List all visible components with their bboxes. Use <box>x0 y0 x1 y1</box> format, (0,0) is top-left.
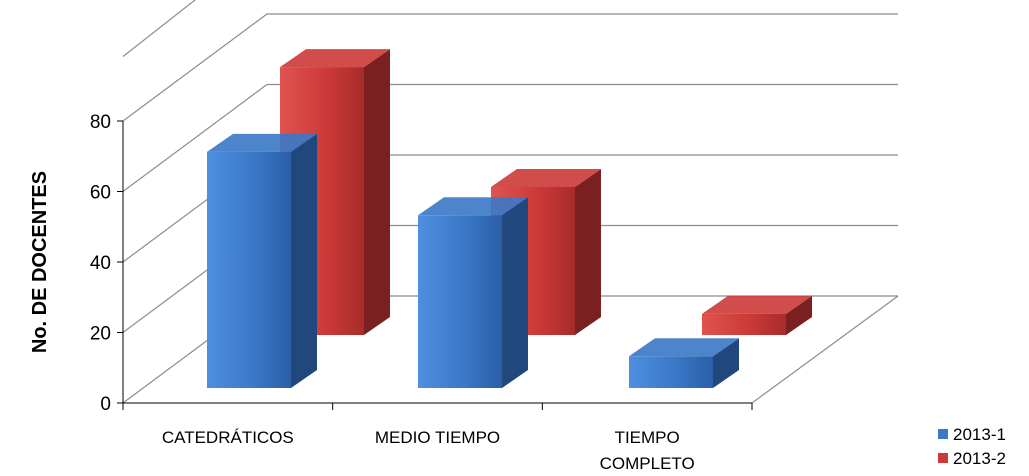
x-category-label-2: TIEMPO COMPLETO <box>600 428 695 473</box>
y-tick-label-2: 40 <box>90 253 111 274</box>
legend-swatch-1 <box>938 453 948 463</box>
bar-top-2013-2-2 <box>702 295 812 314</box>
bar-side-2013-1-0 <box>291 133 317 388</box>
bar-front-2013-1-1 <box>418 215 502 388</box>
bar-front-2013-2-2 <box>702 313 786 335</box>
gridline-side-3 <box>122 84 268 192</box>
bar-2013-2-2 <box>702 295 812 335</box>
bar-top-2013-2-1 <box>491 168 601 187</box>
bar-top-2013-1-2 <box>629 338 739 357</box>
y-axis-title: No. DE DOCENTES <box>29 171 51 353</box>
bar-front-2013-1-0 <box>207 151 291 388</box>
gridline-side-top <box>122 0 196 57</box>
bar-top-2013-1-0 <box>207 133 317 152</box>
y-tick-label-0: 0 <box>100 394 111 415</box>
gridline-side-4 <box>122 13 268 122</box>
legend-swatch-0 <box>938 429 948 439</box>
chart-legend: 2013-1 2013-2 <box>938 425 1006 468</box>
legend-label-1: 2013-2 <box>953 449 1006 468</box>
chart-bars <box>207 49 812 388</box>
y-tick-label-1: 20 <box>90 324 111 345</box>
floor-right-edge <box>751 295 899 404</box>
bar-side-2013-2-2 <box>786 295 812 335</box>
x-category-label-0: CATEDRÁTICOS <box>162 428 294 447</box>
legend-label-0: 2013-1 <box>953 425 1006 444</box>
chart-labels: 0 20 40 60 80 No. DE DOCENTES CATEDRÁTICOS MEDI… <box>29 112 695 473</box>
bar-front-2013-1-2 <box>629 356 713 388</box>
bar-side-2013-1-2 <box>713 338 739 388</box>
bar-side-2013-2-0 <box>364 49 390 335</box>
x-category-label-1: MEDIO TIEMPO <box>375 428 500 447</box>
bar-2013-1-0 <box>207 133 317 388</box>
bar-2013-1-2 <box>629 338 739 388</box>
bar-side-2013-2-1 <box>575 168 601 335</box>
chart-axes <box>117 120 899 410</box>
y-tick-label-3: 60 <box>90 183 111 204</box>
bar-side-2013-1-1 <box>502 197 528 388</box>
y-tick-label-4: 80 <box>90 112 111 133</box>
bar-2013-1-1 <box>418 197 528 388</box>
bar-top-2013-1-1 <box>418 197 528 216</box>
bar-top-2013-2-0 <box>280 49 390 68</box>
